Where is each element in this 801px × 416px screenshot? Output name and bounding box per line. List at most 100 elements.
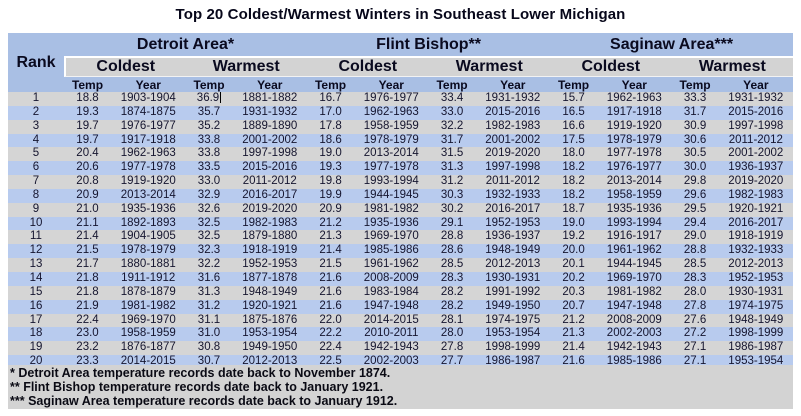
table-row: 9 21.0 1935-1936 32.6 2019-2020 20.9 198… [8,202,794,217]
year-value: 1997-1998 [728,119,784,132]
year-cell: 1911-1912 [111,271,186,286]
year-value: 1953-1954 [485,327,541,340]
temp-value: 21.5 [76,244,99,257]
year-cell: 1958-1959 [354,119,429,134]
temp-value: 21.5 [319,258,342,271]
year-cell: 1931-1932 [232,105,308,120]
year-cell: 1918-1919 [718,230,794,245]
year-value: 1904-1905 [120,230,176,243]
temp-value: 18.2 [562,175,585,188]
temp-cell: 19.7 [64,133,111,148]
rank-cell: 11 [8,230,64,245]
temp-value: 21.4 [319,244,342,257]
year-cell: 2011-2012 [718,133,794,148]
year-value: 1953-1954 [728,355,784,368]
year-value: 1936-1937 [728,161,784,174]
year-cell: 1942-1943 [597,341,672,356]
temp-cell: 19.3 [307,161,355,176]
temp-cell: 20.8 [64,175,111,189]
year-value: 2016-2017 [485,202,541,215]
temp-cell: 30.9 [671,119,719,134]
year-value: 1977-1978 [606,147,662,160]
temp-cell: 31.6 [185,271,233,286]
rank-value: 4 [32,133,40,146]
rank-value: 19 [29,341,43,354]
temp-value: 27.7 [440,355,464,368]
temp-value: 21.8 [76,271,99,284]
rank-value: 12 [29,244,43,257]
year-value: 1981-1982 [606,285,662,298]
temp-cell: 28.2 [428,299,476,314]
temp-cell: 21.3 [550,327,598,342]
temp-cell: 28.8 [671,244,719,259]
year-value: 2011-2012 [242,175,297,188]
temp-value: 29.6 [683,188,707,201]
year-header: Year [232,77,308,92]
year-cell: 1930-1931 [475,271,551,286]
year-cell: 1944-1945 [354,188,429,203]
temp-header: Temp [428,77,476,92]
temp-value: 29.8 [683,175,707,188]
temp-value: 18.2 [562,161,585,174]
page-title: Top 20 Coldest/Warmest Winters in Southe… [175,6,626,23]
year-cell: 2016-2017 [475,202,551,217]
rank-value: 8 [32,188,40,201]
warmest-header: Warmest [185,56,308,77]
temp-value: 32.9 [197,188,221,201]
year-value: 1997-1998 [485,161,541,174]
year-value: 2008-2009 [606,313,662,326]
year-cell: 1993-1994 [597,216,672,231]
year-cell: 1978-1979 [597,133,672,148]
year-value: 1917-1918 [120,133,176,146]
year-cell: 1916-1917 [597,230,672,245]
temp-value: 19.3 [319,161,342,174]
temp-value: 20.6 [76,161,99,174]
table-row: 10 21.1 1892-1893 32.5 1982-1983 21.2 19… [8,216,794,231]
temp-value: 18.0 [562,147,585,160]
temp-cell: 31.0 [185,327,233,342]
year-value: 1936-1937 [485,230,541,243]
year-value: 1930-1931 [485,271,541,284]
year-cell: 2016-2017 [718,216,794,231]
year-cell: 2002-2003 [597,327,672,342]
temp-header: Temp [185,77,233,92]
year-cell: 2019-2020 [718,175,794,189]
temp-value: 21.6 [319,285,342,298]
year-value: 1944-1945 [363,188,419,201]
year-cell: 1920-1921 [232,299,308,314]
temp-cell: 30.2 [428,202,476,217]
temp-cell: 20.9 [307,202,355,217]
temp-cell: 33.8 [185,147,233,162]
temp-cell: 18.2 [550,188,598,203]
year-value: 1881-1882 [242,92,298,104]
year-cell: 1953-1954 [232,327,308,342]
year-cell: 1932-1933 [718,244,794,259]
year-value: 1952-1953 [485,216,541,229]
table-row: 14 21.8 1911-1912 31.6 1877-1878 21.6 20… [8,271,794,286]
year-value: 1982-1983 [728,188,784,201]
temp-value: 31.6 [197,271,221,284]
year-cell: 1892-1893 [111,216,186,231]
footnote: *** Saginaw Area temperature records dat… [10,394,398,408]
temp-value: 28.2 [440,285,464,298]
temp-value: 16.5 [562,105,585,118]
temp-value: 30.8 [197,341,221,354]
year-value: 1930-1931 [728,285,784,298]
temp-value: 32.3 [197,244,221,257]
year-value: 2012-2013 [242,355,298,368]
year-cell: 1969-1970 [354,230,429,245]
temp-cell: 30.6 [671,133,719,148]
year-value: 2010-2011 [364,327,419,340]
table-body: 1 18.8 1903-1904 36.9 1881-1882 16.7 197… [8,92,794,369]
temp-value: 20.9 [319,202,342,215]
year-cell: 1917-1918 [597,105,672,120]
temp-cell: 31.7 [428,133,476,148]
table-row: 7 20.8 1919-1920 33.0 2011-2012 19.8 199… [8,175,794,189]
temp-value: 27.1 [683,341,707,354]
temp-cell: 20.9 [64,188,111,203]
temp-value: 20.7 [562,299,585,312]
year-value: 1877-1878 [242,271,298,284]
rank-cell: 7 [8,175,64,189]
temp-value: 21.6 [319,299,342,312]
temp-cell: 16.6 [550,119,598,134]
